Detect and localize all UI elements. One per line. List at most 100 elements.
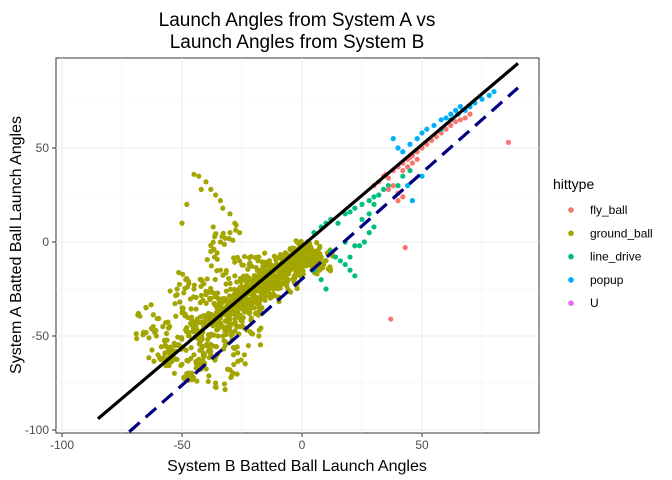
data-point-ground_ball bbox=[198, 314, 204, 320]
data-point-ground_ball bbox=[212, 384, 218, 390]
data-point-fly_ball bbox=[467, 111, 473, 117]
data-point-ground_ball bbox=[199, 334, 205, 340]
data-point-ground_ball bbox=[162, 350, 168, 356]
data-point-ground_ball bbox=[233, 227, 239, 233]
data-point-ground_ball bbox=[277, 268, 283, 274]
data-point-ground_ball bbox=[218, 301, 224, 307]
y-tick-label: 0 bbox=[42, 235, 49, 249]
data-point-ground_ball bbox=[245, 266, 251, 272]
data-point-ground_ball bbox=[227, 286, 234, 292]
data-point-ground_ball bbox=[277, 285, 284, 291]
data-point-ground_ball bbox=[221, 241, 227, 247]
data-point-ground_ball bbox=[262, 268, 268, 275]
data-point-ground_ball bbox=[314, 240, 320, 246]
data-point-ground_ball bbox=[223, 332, 229, 338]
data-point-ground_ball bbox=[327, 264, 333, 270]
data-point-fly_ball bbox=[390, 183, 396, 189]
data-point-fly_ball bbox=[438, 130, 444, 136]
data-point-ground_ball bbox=[317, 245, 323, 251]
data-point-line_drive bbox=[371, 224, 377, 230]
data-point-line_drive bbox=[359, 216, 365, 223]
data-point-ground_ball bbox=[314, 271, 320, 277]
data-point-ground_ball_high bbox=[232, 220, 238, 226]
data-point-ground_ball bbox=[246, 275, 252, 281]
data-point-fly_ball bbox=[457, 117, 463, 123]
data-point-line_drive bbox=[347, 254, 353, 260]
legend-label-ground_ball: ground_ball bbox=[590, 226, 653, 240]
data-point-ground_ball bbox=[198, 319, 204, 326]
data-point-ground_ball bbox=[241, 309, 248, 315]
data-point-ground_ball bbox=[186, 329, 192, 335]
data-point-ground_ball bbox=[214, 250, 220, 256]
data-point-line_drive bbox=[407, 167, 413, 174]
data-point-ground_ball bbox=[181, 290, 187, 296]
data-point-line_drive bbox=[361, 239, 367, 245]
data-point-ground_ball bbox=[227, 230, 233, 236]
data-point-ground_ball_high bbox=[210, 224, 216, 230]
data-point-ground_ball_high bbox=[217, 198, 223, 204]
data-point-fly_ball bbox=[388, 316, 394, 322]
data-point-ground_ball bbox=[237, 304, 243, 310]
data-point-popup bbox=[405, 183, 411, 189]
data-point-ground_ball bbox=[191, 324, 197, 331]
data-point-ground_ball bbox=[234, 279, 240, 285]
data-point-ground_ball bbox=[230, 255, 237, 261]
legend-key-line_drive bbox=[568, 253, 574, 260]
data-point-ground_ball bbox=[279, 280, 286, 286]
data-point-ground_ball bbox=[228, 374, 234, 381]
data-point-ground_ball_high bbox=[198, 186, 204, 192]
data-point-ground_ball bbox=[281, 269, 287, 275]
data-point-popup bbox=[448, 111, 454, 117]
data-point-ground_ball bbox=[254, 300, 260, 307]
data-point-ground_ball bbox=[224, 299, 230, 305]
data-point-line_drive bbox=[400, 173, 406, 179]
data-point-ground_ball bbox=[240, 323, 246, 330]
y-tick-label: -50 bbox=[32, 329, 50, 343]
data-point-ground_ball bbox=[212, 276, 218, 283]
data-point-ground_ball bbox=[140, 332, 146, 338]
data-point-popup bbox=[407, 141, 413, 147]
data-point-ground_ball bbox=[189, 377, 195, 383]
data-point-ground_ball bbox=[294, 239, 300, 245]
data-point-line_drive bbox=[366, 211, 372, 217]
data-point-ground_ball bbox=[237, 275, 244, 282]
data-point-ground_ball bbox=[154, 315, 160, 322]
data-point-ground_ball bbox=[234, 344, 240, 350]
data-point-ground_ball bbox=[269, 293, 275, 300]
data-point-ground_ball bbox=[270, 281, 276, 287]
data-point-popup bbox=[479, 96, 485, 102]
data-point-ground_ball bbox=[163, 330, 170, 337]
data-point-ground_ball bbox=[203, 288, 209, 294]
y-axis-ticks: -100 -50 0 50 bbox=[25, 141, 56, 437]
data-point-popup bbox=[443, 115, 449, 121]
data-point-ground_ball bbox=[245, 343, 252, 349]
data-point-ground_ball bbox=[212, 290, 218, 297]
data-point-ground_ball bbox=[232, 316, 238, 322]
data-point-ground_ball bbox=[260, 263, 266, 269]
data-point-fly_ball bbox=[505, 139, 511, 145]
data-point-popup bbox=[431, 122, 437, 129]
data-point-ground_ball bbox=[209, 314, 215, 320]
chart-title-line-1: Launch Angles from System A vs bbox=[159, 10, 436, 31]
data-point-ground_ball bbox=[279, 274, 285, 281]
data-point-line_drive bbox=[366, 230, 372, 236]
data-point-ground_ball bbox=[217, 320, 224, 326]
data-point-ground_ball bbox=[199, 278, 205, 284]
data-point-ground_ball bbox=[248, 254, 254, 260]
data-point-ground_ball bbox=[232, 259, 238, 265]
data-point-ground_ball bbox=[258, 290, 264, 296]
data-point-ground_ball bbox=[223, 288, 229, 294]
y-tick-label: 50 bbox=[36, 141, 50, 155]
data-point-ground_ball bbox=[242, 361, 248, 367]
data-point-ground_ball bbox=[160, 324, 166, 330]
data-point-ground_ball bbox=[223, 318, 229, 324]
data-point-ground_ball bbox=[165, 319, 171, 325]
data-point-fly_ball bbox=[385, 186, 391, 192]
data-point-fly_ball bbox=[405, 164, 411, 170]
data-point-line_drive bbox=[335, 220, 341, 226]
data-point-ground_ball bbox=[249, 263, 255, 269]
data-point-ground_ball bbox=[208, 285, 214, 292]
data-point-ground_ball bbox=[167, 288, 173, 294]
data-point-ground_ball bbox=[208, 331, 214, 337]
data-point-ground_ball bbox=[177, 299, 183, 305]
